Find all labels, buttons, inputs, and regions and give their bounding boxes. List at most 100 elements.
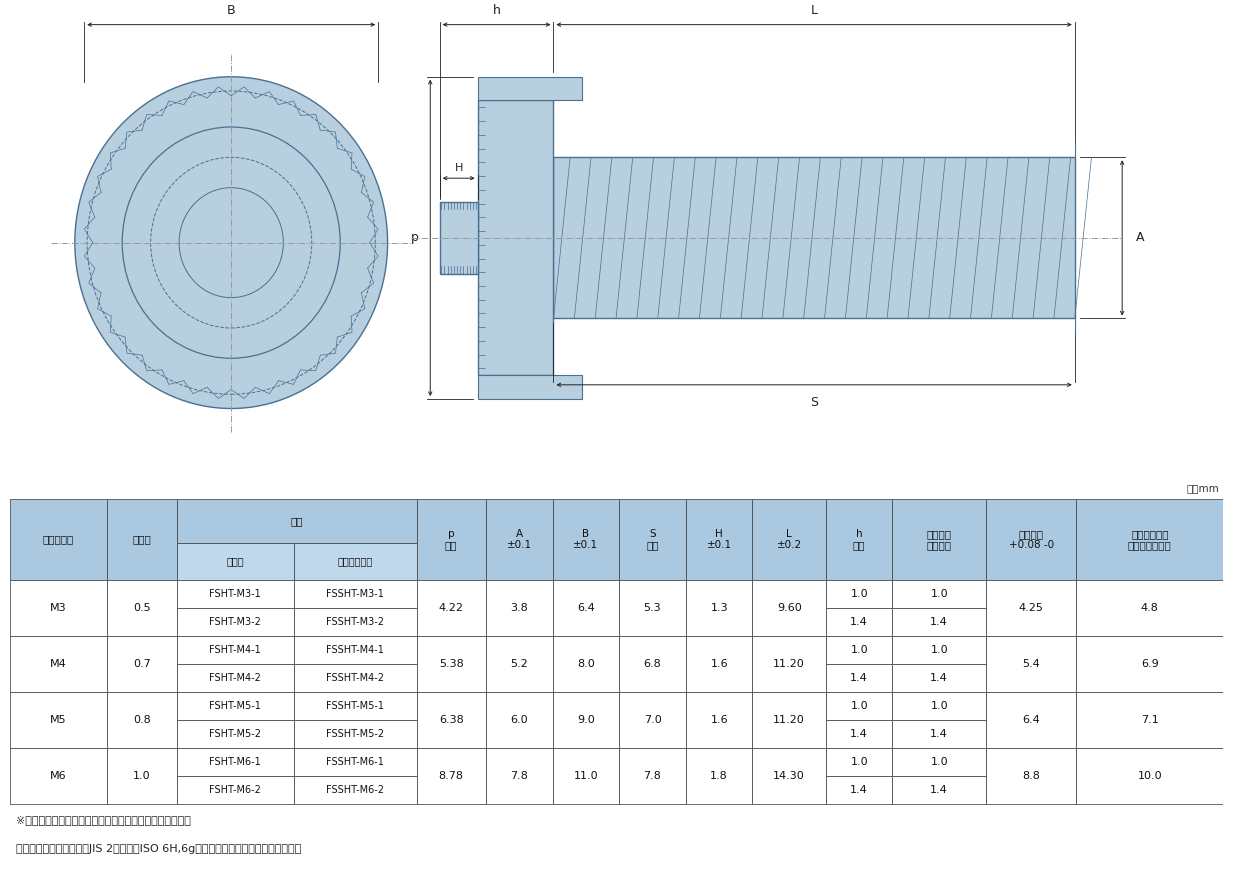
Bar bbox=[686, 636, 752, 691]
Text: 6.38: 6.38 bbox=[439, 715, 464, 725]
Bar bbox=[10, 691, 107, 748]
Bar bbox=[893, 720, 986, 748]
Text: FSSHT-M6-1: FSSHT-M6-1 bbox=[327, 757, 385, 767]
Bar bbox=[619, 691, 686, 748]
Text: FSSHT-M4-2: FSSHT-M4-2 bbox=[327, 673, 385, 683]
Ellipse shape bbox=[179, 187, 284, 297]
Text: 0.8: 0.8 bbox=[133, 715, 150, 725]
Text: 快削鋼: 快削鋼 bbox=[227, 556, 244, 567]
Bar bbox=[417, 580, 486, 636]
Text: M6: M6 bbox=[51, 771, 67, 781]
Bar bbox=[293, 580, 417, 608]
Text: 1.4: 1.4 bbox=[851, 729, 868, 739]
Text: FSHT-M3-2: FSHT-M3-2 bbox=[210, 617, 261, 627]
Text: L
±0.2: L ±0.2 bbox=[777, 528, 801, 550]
Text: FSSHT-M3-1: FSSHT-M3-1 bbox=[327, 589, 385, 599]
Bar bbox=[176, 543, 293, 580]
Bar bbox=[176, 664, 293, 691]
Text: ※表記以外のその他寸法についてはお問い合わせ下さい。: ※表記以外のその他寸法についてはお問い合わせ下さい。 bbox=[16, 815, 191, 826]
Text: 単位mm: 単位mm bbox=[1186, 484, 1219, 494]
Text: 0.5: 0.5 bbox=[133, 603, 150, 613]
Text: p: p bbox=[411, 231, 419, 244]
Bar bbox=[293, 636, 417, 664]
Bar bbox=[1076, 636, 1223, 691]
Text: 取付穴中心と
板端の最小距離: 取付穴中心と 板端の最小距離 bbox=[1128, 528, 1171, 550]
Bar bbox=[826, 608, 893, 636]
Text: 5.4: 5.4 bbox=[1022, 659, 1039, 669]
Bar bbox=[826, 691, 893, 720]
Bar bbox=[293, 776, 417, 804]
Bar bbox=[293, 608, 417, 636]
Bar bbox=[1076, 748, 1223, 804]
Text: A: A bbox=[1137, 231, 1145, 244]
Text: 1.4: 1.4 bbox=[851, 617, 868, 627]
Bar bbox=[893, 664, 986, 691]
Text: 1.4: 1.4 bbox=[930, 729, 948, 739]
Bar bbox=[986, 691, 1076, 748]
Text: 1.4: 1.4 bbox=[851, 785, 868, 795]
Bar bbox=[293, 664, 417, 691]
Text: 8.78: 8.78 bbox=[439, 771, 464, 781]
Bar bbox=[619, 580, 686, 636]
Text: 4.22: 4.22 bbox=[439, 603, 464, 613]
Polygon shape bbox=[554, 157, 1075, 318]
Bar bbox=[752, 691, 826, 748]
Text: 弊社規格品のねじ精度はJIS 2級またはISO 6H,6gの有効径範囲を満たすものである。: 弊社規格品のねじ精度はJIS 2級またはISO 6H,6gの有効径範囲を満たすも… bbox=[16, 844, 301, 855]
Text: S: S bbox=[810, 396, 819, 409]
Bar bbox=[293, 543, 417, 580]
Text: 3.8: 3.8 bbox=[510, 603, 528, 613]
Text: 1.0: 1.0 bbox=[931, 757, 948, 767]
Bar bbox=[826, 664, 893, 691]
Bar bbox=[893, 636, 986, 664]
Bar bbox=[893, 608, 986, 636]
Bar bbox=[486, 500, 552, 580]
Bar bbox=[552, 500, 619, 580]
Bar bbox=[826, 748, 893, 776]
Bar bbox=[686, 748, 752, 804]
Polygon shape bbox=[477, 77, 582, 100]
Bar bbox=[417, 691, 486, 748]
Text: 11.0: 11.0 bbox=[573, 771, 598, 781]
Bar bbox=[752, 748, 826, 804]
Bar bbox=[10, 748, 107, 804]
Bar bbox=[417, 500, 486, 580]
Text: 型式: 型式 bbox=[290, 516, 303, 527]
Bar bbox=[486, 691, 552, 748]
Text: 5.2: 5.2 bbox=[510, 659, 528, 669]
Text: 1.4: 1.4 bbox=[930, 785, 948, 795]
Text: 7.1: 7.1 bbox=[1141, 715, 1159, 725]
Bar bbox=[1076, 500, 1223, 580]
Text: 7.8: 7.8 bbox=[510, 771, 528, 781]
Text: M5: M5 bbox=[51, 715, 67, 725]
Text: 6.4: 6.4 bbox=[1022, 715, 1039, 725]
Bar bbox=[176, 608, 293, 636]
Bar bbox=[752, 580, 826, 636]
Text: 1.0: 1.0 bbox=[851, 645, 868, 655]
Bar bbox=[176, 500, 417, 543]
Bar bbox=[552, 691, 619, 748]
Text: 1.6: 1.6 bbox=[710, 659, 727, 669]
Text: h: h bbox=[493, 4, 501, 17]
Bar bbox=[176, 748, 293, 776]
Text: L: L bbox=[810, 4, 817, 17]
Bar bbox=[986, 500, 1076, 580]
Text: FSHT-M4-2: FSHT-M4-2 bbox=[210, 673, 261, 683]
Text: 1.3: 1.3 bbox=[710, 603, 727, 613]
Text: FSHT-M5-2: FSHT-M5-2 bbox=[210, 729, 261, 739]
Text: 1.6: 1.6 bbox=[710, 715, 727, 725]
Bar bbox=[826, 776, 893, 804]
Text: H
±0.1: H ±0.1 bbox=[707, 528, 731, 550]
Text: M4: M4 bbox=[51, 659, 67, 669]
Bar bbox=[107, 580, 176, 636]
Bar bbox=[486, 748, 552, 804]
Bar bbox=[176, 720, 293, 748]
Text: 使用可能
最小板厚: 使用可能 最小板厚 bbox=[927, 528, 952, 550]
Text: B
±0.1: B ±0.1 bbox=[573, 528, 598, 550]
Text: 1.4: 1.4 bbox=[930, 617, 948, 627]
Text: 1.4: 1.4 bbox=[930, 673, 948, 683]
Bar bbox=[176, 691, 293, 720]
Bar bbox=[107, 748, 176, 804]
Text: FSSHT-M5-1: FSSHT-M5-1 bbox=[327, 701, 385, 711]
Bar bbox=[686, 691, 752, 748]
Bar bbox=[893, 580, 986, 608]
